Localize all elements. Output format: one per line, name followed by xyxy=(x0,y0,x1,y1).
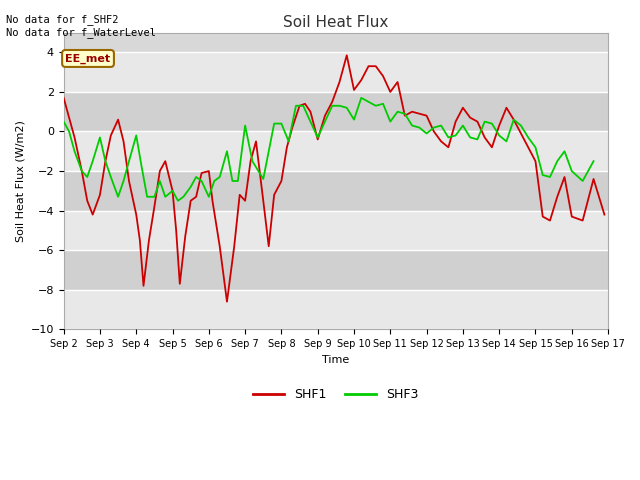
SHF3 xyxy=(223,148,231,154)
X-axis label: Time: Time xyxy=(322,355,349,365)
SHF1 xyxy=(600,212,608,217)
SHF1 xyxy=(437,139,445,144)
SHF1 xyxy=(343,52,351,58)
SHF3 xyxy=(357,95,365,101)
Title: Soil Heat Flux: Soil Heat Flux xyxy=(283,15,388,30)
SHF1 xyxy=(60,95,67,101)
Bar xyxy=(63,52,608,92)
SHF3 xyxy=(174,198,182,204)
SHF1 xyxy=(132,212,140,217)
Bar xyxy=(63,92,608,132)
SHF1 xyxy=(89,212,97,217)
SHF3 xyxy=(150,194,158,200)
SHF3 xyxy=(343,105,351,110)
Text: EE_met: EE_met xyxy=(65,53,111,63)
Line: SHF1: SHF1 xyxy=(63,55,604,301)
SHF1 xyxy=(365,63,372,69)
SHF1 xyxy=(156,168,164,174)
Bar xyxy=(63,171,608,211)
SHF3 xyxy=(60,119,67,124)
Line: SHF3: SHF3 xyxy=(63,98,593,201)
Text: No data for f_SHF2
No data for f_WaterLevel: No data for f_SHF2 No data for f_WaterLe… xyxy=(6,14,156,38)
Bar xyxy=(63,132,608,171)
Y-axis label: Soil Heat Flux (W/m2): Soil Heat Flux (W/m2) xyxy=(15,120,25,242)
Bar xyxy=(63,211,608,250)
Bar xyxy=(63,250,608,290)
SHF1 xyxy=(474,119,481,124)
Legend: SHF1, SHF3: SHF1, SHF3 xyxy=(248,383,424,406)
SHF3 xyxy=(259,176,267,182)
Bar xyxy=(63,290,608,329)
SHF3 xyxy=(278,120,285,126)
SHF3 xyxy=(216,174,223,180)
SHF1 xyxy=(223,299,231,304)
SHF3 xyxy=(589,158,597,164)
